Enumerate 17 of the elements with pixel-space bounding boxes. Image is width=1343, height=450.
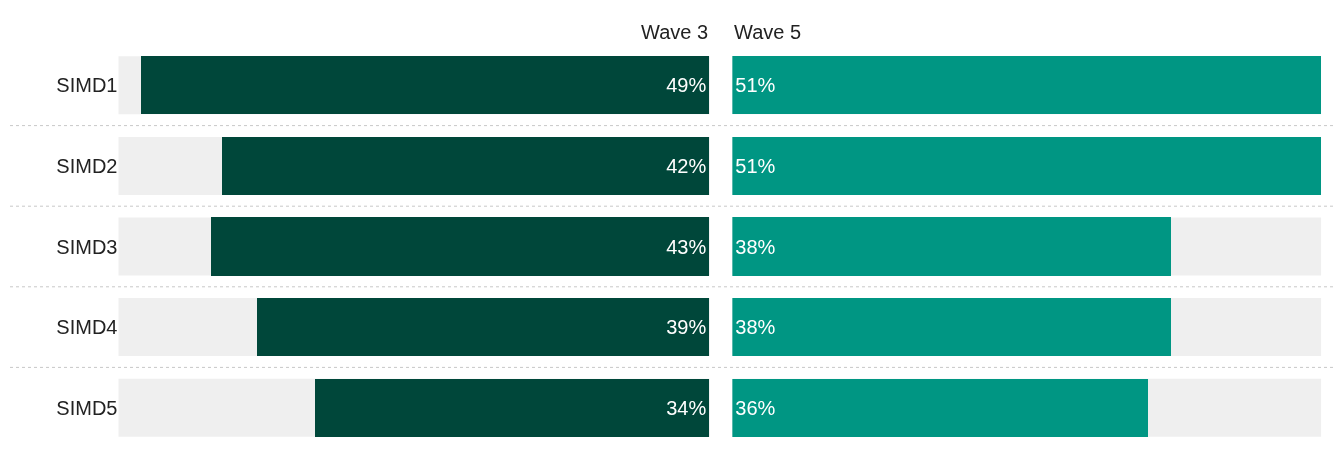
data-label: 36%: [735, 397, 776, 419]
data-label: 43%: [666, 235, 707, 258]
y-tick-label: SIMD5: [56, 396, 118, 419]
y-tick-label: SIMD1: [56, 74, 118, 97]
data-label: 49%: [666, 74, 707, 96]
y-tick-label: SIMD4: [56, 316, 118, 339]
y-tick-label: SIMD2: [56, 154, 118, 177]
data-label: 51%: [735, 155, 776, 177]
data-label: 42%: [666, 155, 707, 177]
data-label: 38%: [735, 235, 776, 258]
y-tick-label: SIMD3: [56, 235, 118, 258]
chart-title: Wave 5: [734, 21, 802, 43]
chart-title: Wave 3: [641, 21, 709, 43]
data-label: 39%: [666, 316, 707, 338]
data-label: 51%: [735, 74, 776, 96]
data-label: 38%: [735, 316, 776, 338]
data-label: 34%: [666, 397, 707, 419]
